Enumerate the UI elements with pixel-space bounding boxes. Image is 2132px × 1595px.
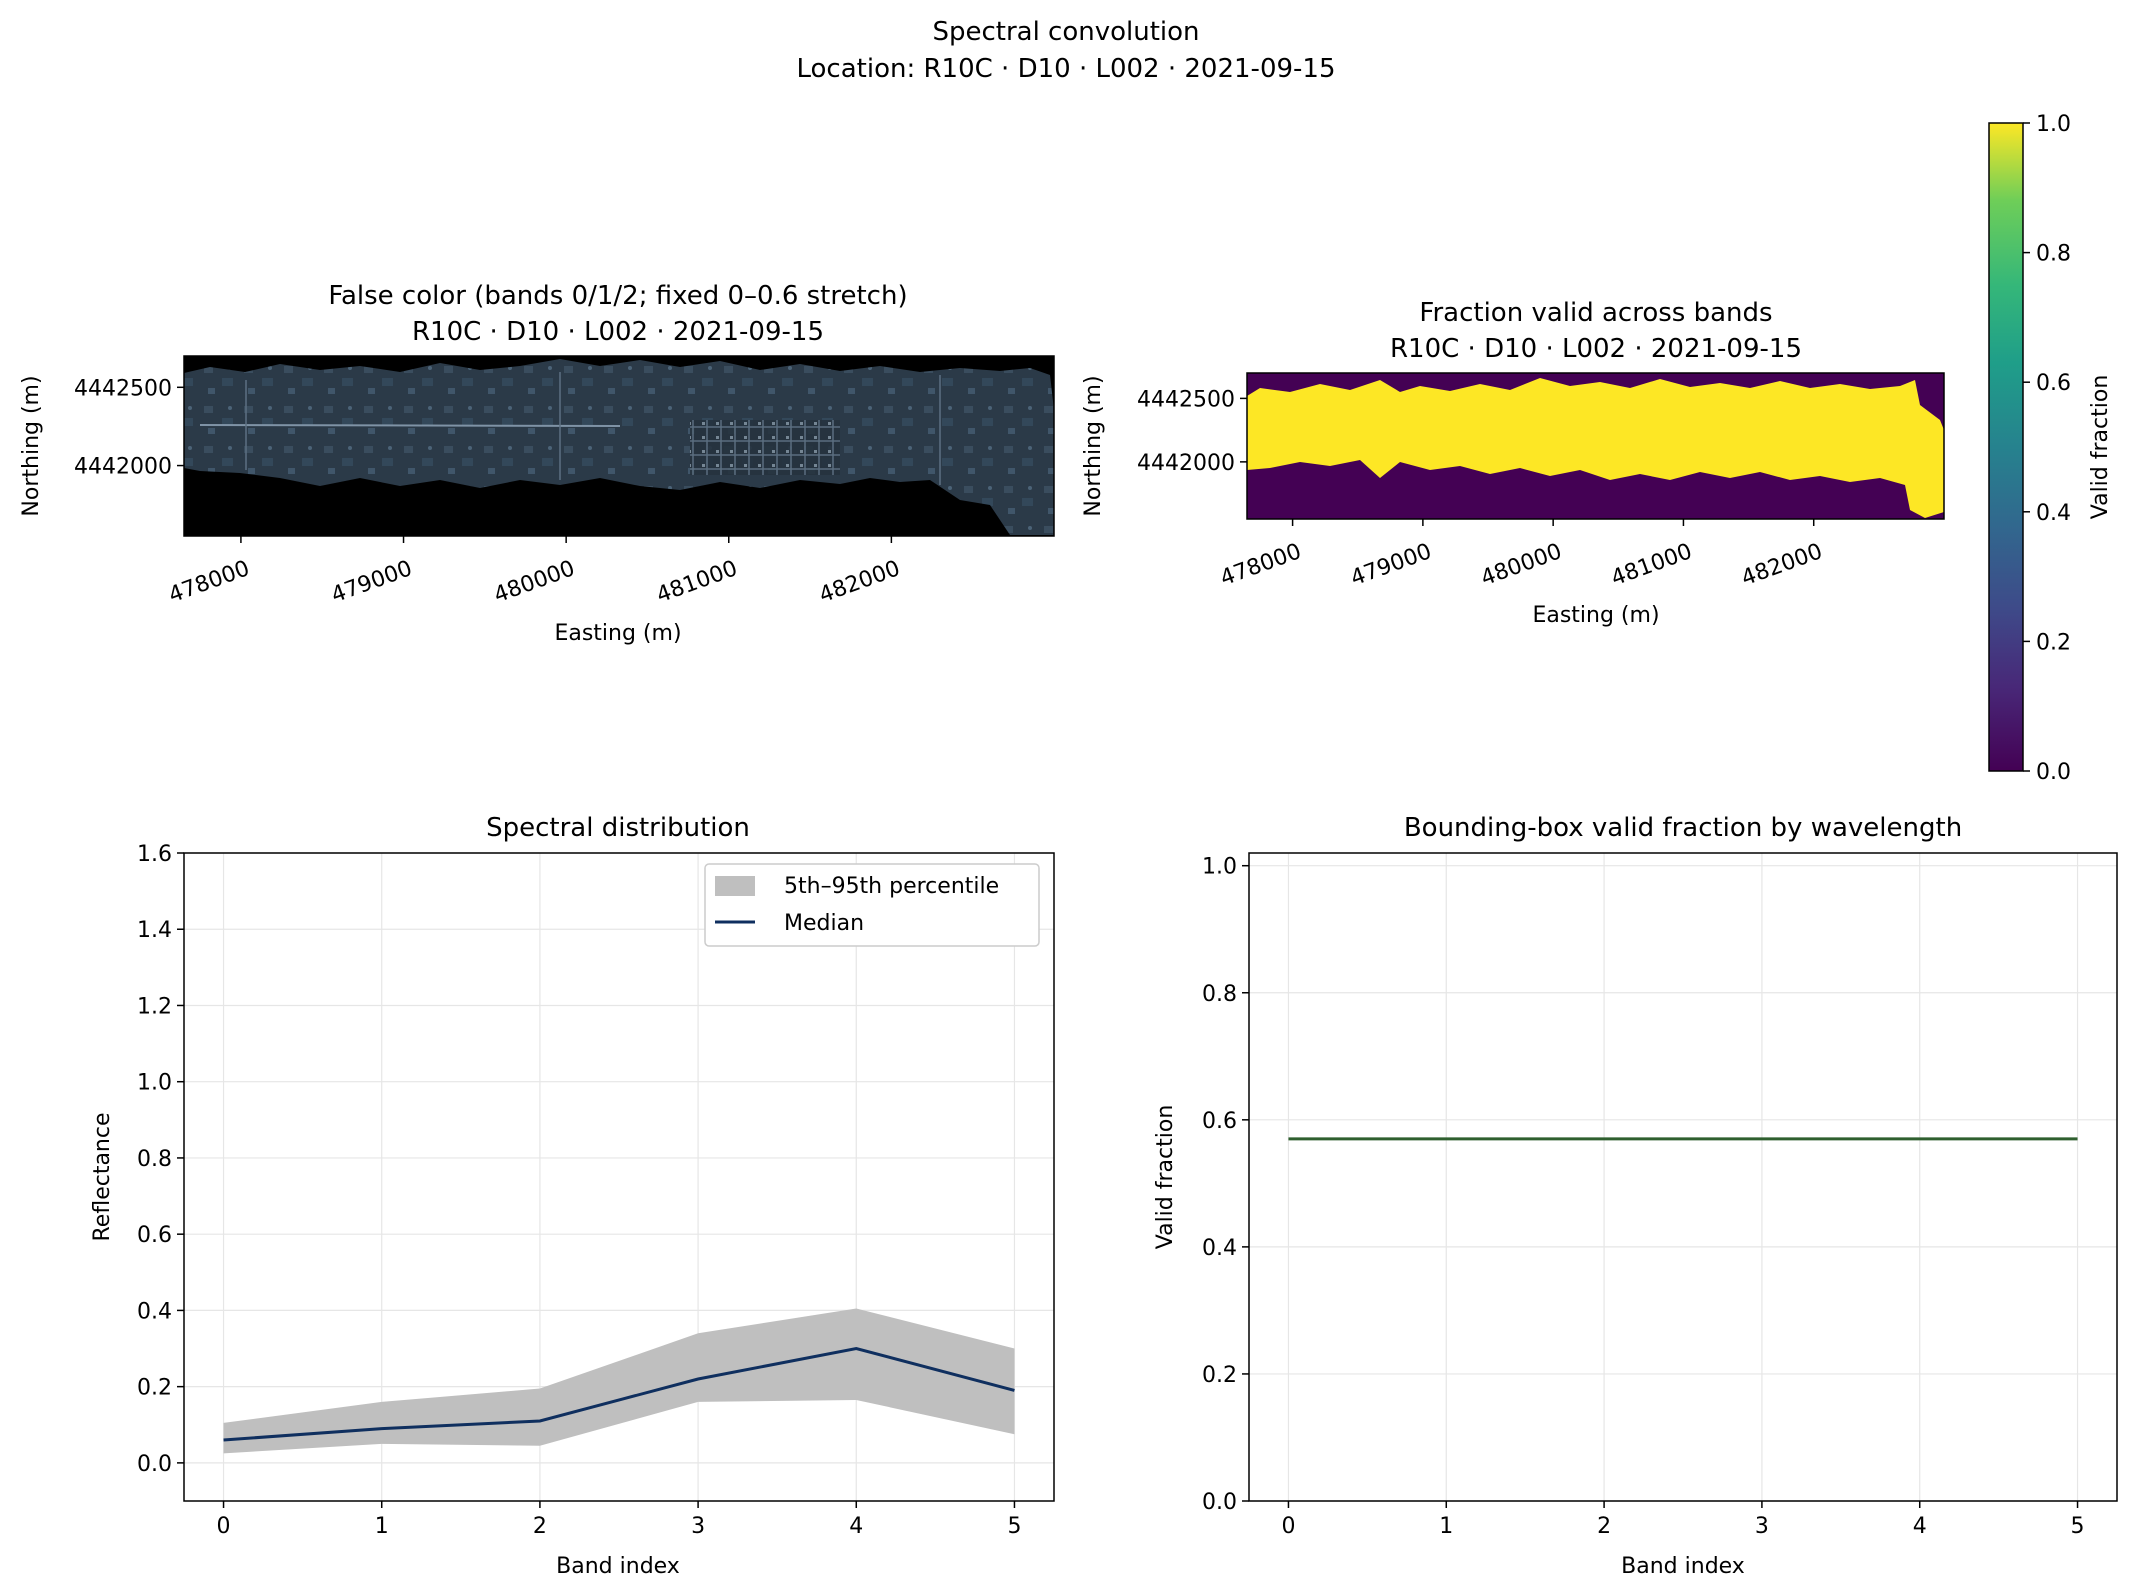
false-color-xtick-label: 482000 [816,556,903,608]
legend-box [704,863,1040,947]
fraction-valid-panel: Fraction valid across bands R10C · D10 ·… [1081,298,1945,628]
spectral-ytick-label: 1.0 [137,1071,172,1096]
spectral-frame [183,852,1055,1502]
bbox-grid [1249,853,2117,1502]
colorbar-label: Valid fraction [2088,375,2113,520]
false-color-xlabel: Easting (m) [554,621,681,646]
colorbar-tick-label: 0.4 [2036,501,2071,526]
fraction-valid-ytick-label: 4442000 [1137,451,1235,476]
spectral-ylabel: Reflectance [90,1112,115,1241]
colorbar-tick-label: 0.8 [2036,242,2071,267]
bbox-title: Bounding-box valid fraction by wavelengt… [1404,813,1962,843]
fraction-valid-subtitle: R10C · D10 · L002 · 2021-09-15 [1390,334,1802,364]
false-color-panel: False color (bands 0/1/2; fixed 0–0.6 st… [19,281,1055,646]
spectral-xtick-label: 4 [849,1514,863,1539]
bbox-xtick-label: 0 [1281,1514,1295,1539]
false-color-title: False color (bands 0/1/2; fixed 0–0.6 st… [328,281,907,311]
bbox-frame [1248,852,2118,1502]
spectral-ytick-label: 0.6 [137,1223,172,1248]
fraction-valid-xtick-label: 478000 [1217,539,1304,591]
false-color-subtitle: R10C · D10 · L002 · 2021-09-15 [412,317,824,347]
bbox-xtick-label: 4 [1913,1514,1927,1539]
bbox-xlabel: Band index [1621,1554,1745,1579]
fraction-valid-xtick-label: 482000 [1738,539,1825,591]
spectral-title: Spectral distribution [486,813,750,843]
bbox-ytick-label: 0.6 [1202,1109,1237,1134]
figure-subtitle: Location: R10C · D10 · L002 · 2021-09-15 [797,54,1336,84]
fraction-valid-title: Fraction valid across bands [1419,298,1772,328]
figure-title: Spectral convolution [932,17,1199,47]
fraction-valid-heatmap [1247,373,1944,519]
fraction-valid-xlabel: Easting (m) [1532,603,1659,628]
spectral-xlabel: Band index [556,1554,680,1579]
colorbar-tick-label: 0.6 [2036,371,2071,396]
spectral-ytick-label: 0.4 [137,1299,172,1324]
colorbar-gradient [1988,122,2024,772]
spectral-ytick-label: 1.6 [137,842,172,867]
false-color-frame [183,355,1055,537]
spectral-xtick-label: 0 [217,1514,231,1539]
false-color-ytick-label: 4442000 [74,455,172,480]
colorbar-ticks: 0.0 0.2 0.4 0.6 0.8 1.0 [2023,112,2071,785]
false-color-xtick-label: 481000 [653,556,740,608]
false-color-xtick-label: 478000 [165,556,252,608]
spectral-ytick-label: 0.8 [137,1147,172,1172]
colorbar: 0.0 0.2 0.4 0.6 0.8 1.0 Valid fraction [1988,112,2113,785]
bbox-ytick-label: 0.2 [1202,1363,1237,1388]
spectral-xtick-label: 1 [375,1514,389,1539]
bbox-ytick-label: 0.4 [1202,1236,1237,1261]
fraction-valid-xtick-label: 480000 [1478,539,1565,591]
bbox-ytick-label: 0.8 [1202,982,1237,1007]
legend-band-label: 5th–95th percentile [784,874,999,899]
spectral-xtick-label: 5 [1007,1514,1021,1539]
spectral-ytick-label: 1.2 [137,994,172,1019]
colorbar-tick-label: 0.2 [2036,630,2071,655]
spectral-xtick-label: 2 [533,1514,547,1539]
bbox-valid-panel: Bounding-box valid fraction by wavelengt… [1153,813,2118,1579]
fraction-valid-frame [1246,372,1945,520]
legend-median-label: Median [784,911,864,936]
spectral-xtick-label: 3 [691,1514,705,1539]
bbox-ytick-label: 1.0 [1202,855,1237,880]
false-color-image [184,356,1054,536]
bbox-ylabel: Valid fraction [1153,1105,1178,1250]
fraction-valid-ytick-label: 4442500 [1137,387,1235,412]
false-color-town [690,420,840,475]
bbox-xtick-label: 2 [1597,1514,1611,1539]
spectral-ticks: 0 1 2 3 4 5 0.0 0.2 0.4 0.6 0.8 1.0 1.2 1.4 1.6 [137,842,1021,1539]
false-color-ytick-label: 4442500 [74,376,172,401]
bbox-ytick-label: 0.0 [1202,1490,1237,1515]
false-color-swath [184,359,1054,535]
false-color-xtick-label: 479000 [328,556,415,608]
bbox-xtick-label: 3 [1755,1514,1769,1539]
spectral-legend: 5th–95th percentile Median [704,863,1040,947]
fraction-valid-xtick-label: 479000 [1347,539,1434,591]
colorbar-tick-label: 1.0 [2036,112,2071,137]
spectral-ytick-label: 0.2 [137,1376,172,1401]
percentile-band [223,1308,1015,1454]
spectral-ytick-label: 0.0 [137,1452,172,1477]
spectral-ytick-label: 1.4 [137,918,172,943]
fraction-valid-region [1247,378,1944,518]
legend-band-swatch [715,876,755,896]
bbox-ticks: 0 1 2 3 4 5 0.0 0.2 0.4 0.6 0.8 1.0 [1202,855,2085,1539]
fraction-valid-xtick-label: 481000 [1608,539,1695,591]
fraction-valid-ylabel: Northing (m) [1081,375,1106,516]
false-color-road [199,424,621,427]
false-color-ylabel: Northing (m) [19,375,44,516]
false-color-xtick-label: 480000 [491,556,578,608]
spectral-distribution-panel: Spectral distribution 0 1 2 3 4 5 0.0 0.2 0.4 0.6… [90,813,1055,1579]
bbox-xtick-label: 5 [2071,1514,2085,1539]
median-line [223,1346,1015,1442]
colorbar-tick-label: 0.0 [2036,760,2071,785]
bbox-xtick-label: 1 [1439,1514,1453,1539]
